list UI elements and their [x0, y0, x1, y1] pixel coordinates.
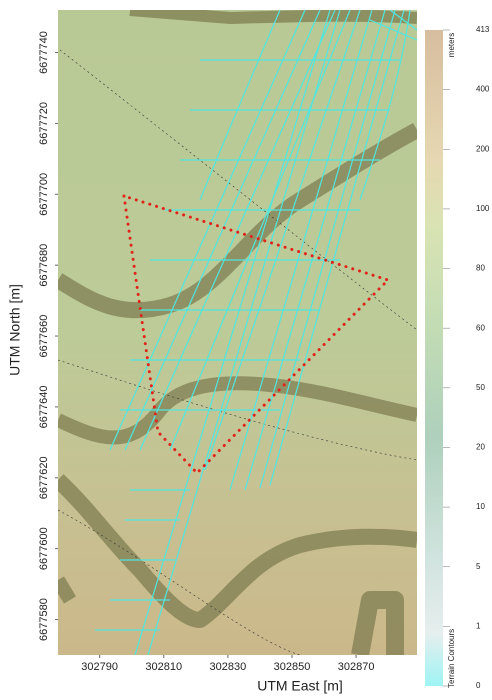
y-tick-label: 6677660 [38, 315, 50, 358]
colorbar-tick-label: 400 [476, 85, 490, 94]
colorbar-tick-label: 80 [476, 264, 485, 273]
colorbar-tick-label: 0 [476, 681, 481, 690]
y-tick-label: 6677720 [38, 102, 50, 145]
colorbar-title: Terrain Contours [447, 629, 456, 688]
x-tick-label: 302870 [338, 661, 375, 673]
y-tick-label: 6677640 [38, 386, 50, 429]
y-axis-title: UTM North [m] [7, 284, 23, 376]
colorbar [425, 30, 443, 686]
colorbar-tick-label: 1 [476, 621, 481, 630]
y-tick-label: 6677600 [38, 527, 50, 570]
y-tick-label: 6677740 [38, 31, 50, 74]
colorbar-tick-label: 5 [476, 562, 481, 571]
x-tick-label: 302810 [145, 661, 182, 673]
terrain [58, 10, 417, 655]
x-axis-title: UTM East [m] [257, 678, 343, 694]
colorbar-tick-label: 413 [476, 25, 490, 34]
y-tick-label: 6677580 [38, 598, 50, 641]
y-tick-label: 6677680 [38, 244, 50, 287]
map-area [58, 10, 417, 655]
colorbar-tick-label: 200 [476, 144, 490, 153]
x-tick-label: 302790 [81, 661, 118, 673]
colorbar-tick-label: 20 [476, 443, 485, 452]
y-tick-label: 6677620 [38, 456, 50, 499]
colorbar-tick-label: 100 [476, 204, 490, 213]
x-tick-label: 302850 [274, 661, 311, 673]
colorbar-tick-label: 60 [476, 323, 485, 332]
colorbar-tick-label: 50 [476, 383, 485, 392]
colorbar-tick-label: 10 [476, 502, 485, 511]
x-tick-label: 302830 [210, 661, 247, 673]
colorbar-unit: meters [447, 33, 456, 57]
map-figure: UTM East [m] UTM North [m] meters Terrai… [0, 0, 492, 695]
y-tick-label: 6677700 [38, 173, 50, 216]
